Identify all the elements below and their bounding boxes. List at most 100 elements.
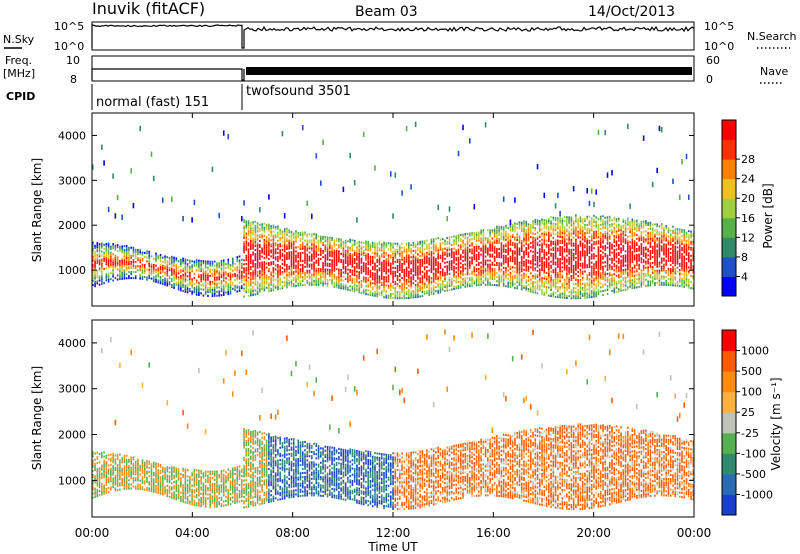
power-echo-cell	[166, 284, 169, 287]
power-echo-cell	[563, 278, 566, 281]
power-echo-cell	[365, 248, 367, 251]
power-echo-cell	[545, 263, 548, 266]
power-echo-cell	[428, 269, 430, 272]
power-echo-cell	[243, 279, 245, 282]
power-echo-cell	[554, 203, 557, 209]
power-echo-cell	[563, 284, 566, 287]
power-echo-cell	[229, 284, 232, 287]
power-echo-cell	[279, 251, 281, 254]
power-echo-cell	[622, 230, 625, 233]
power-echo-cell	[299, 280, 302, 283]
power-echo-cell	[577, 285, 579, 288]
power-echo-cell	[202, 260, 205, 263]
power-echo-cell	[340, 277, 342, 280]
power-echo-cell	[399, 258, 401, 261]
power-echo-cell	[304, 271, 306, 274]
power-echo-cell	[202, 262, 205, 265]
power-echo-cell	[408, 260, 410, 263]
power-echo-cell	[620, 271, 622, 274]
power-echo-cell	[595, 277, 598, 280]
power-echo-cell	[446, 273, 449, 276]
power-echo-cell	[599, 217, 602, 220]
power-echo-cell	[557, 241, 559, 244]
power-echo-cell	[588, 227, 591, 230]
power-echo-cell	[597, 232, 600, 235]
power-echo-cell	[189, 283, 191, 286]
power-echo-cell	[405, 258, 408, 261]
power-echo-cell	[308, 259, 311, 262]
power-echo-cell	[292, 248, 295, 251]
power-echo-cell	[105, 275, 108, 278]
power-echo-cell	[489, 243, 491, 246]
power-echo-cell	[342, 271, 345, 274]
power-echo-cell	[579, 280, 582, 283]
power-echo-cell	[507, 283, 509, 286]
power-echo-cell	[545, 286, 548, 289]
power-echo-cell	[360, 279, 363, 282]
power-echo-cell	[281, 285, 284, 288]
power-echo-cell	[566, 260, 568, 263]
power-echo-cell	[627, 288, 629, 291]
power-echo-cell	[222, 263, 225, 266]
power-echo-cell	[595, 275, 598, 278]
power-echo-cell	[365, 288, 367, 291]
power-echo-cell	[358, 271, 360, 274]
power-echo-cell	[622, 254, 625, 257]
power-echo-cell	[335, 256, 338, 259]
power-echo-cell	[516, 263, 519, 266]
power-echo-cell	[387, 242, 390, 245]
power-echo-cell	[105, 267, 108, 270]
power-echo-cell	[128, 254, 130, 257]
power-echo-cell	[627, 280, 629, 283]
power-echo-cell	[566, 218, 568, 221]
power-echo-cell	[437, 253, 439, 256]
power-echo-cell	[437, 257, 439, 260]
power-echo-cell	[439, 276, 442, 280]
power-echo-cell	[575, 297, 577, 300]
power-echo-cell	[593, 279, 595, 282]
power-echo-cell	[523, 252, 525, 255]
power-echo-cell	[263, 261, 266, 264]
power-echo-cell	[617, 233, 620, 236]
power-echo-cell	[584, 250, 586, 253]
power-echo-cell	[412, 260, 415, 263]
power-echo-cell	[200, 274, 202, 277]
power-echo-cell	[159, 257, 162, 260]
power-echo-cell	[119, 278, 121, 281]
power-echo-cell	[274, 236, 277, 239]
power-echo-cell	[401, 289, 403, 292]
power-echo-cell	[453, 259, 455, 262]
power-echo-cell	[505, 230, 507, 233]
power-echo-cell	[597, 256, 600, 259]
power-echo-cell	[238, 285, 241, 288]
power-echo-cell	[270, 245, 272, 248]
power-echo-cell	[240, 270, 243, 273]
power-echo-cell	[310, 245, 313, 248]
power-echo-cell	[243, 226, 245, 229]
power-echo-cell	[186, 271, 189, 274]
power-echo-cell	[263, 257, 266, 260]
power-echo-cell	[536, 257, 539, 260]
power-echo-cell	[315, 275, 318, 278]
power-echo-cell	[376, 244, 379, 247]
power-echo-cell	[220, 267, 223, 270]
power-echo-cell	[602, 255, 604, 258]
power-echo-cell	[245, 268, 248, 271]
power-echo-cell	[365, 272, 367, 275]
power-echo-cell	[446, 261, 449, 264]
power-echo-cell	[444, 247, 446, 250]
power-echo-cell	[525, 287, 528, 290]
power-echo-cell	[457, 284, 460, 287]
power-echo-cell	[469, 278, 471, 281]
power-echo-cell	[518, 237, 521, 240]
power-echo-cell	[624, 230, 627, 233]
power-echo-cell	[159, 253, 162, 256]
power-echo-cell	[107, 242, 110, 245]
power-echo-cell	[611, 170, 613, 176]
power-echo-cell	[543, 255, 546, 258]
power-echo-cell	[590, 221, 593, 224]
power-echo-cell	[579, 264, 582, 267]
power-echo-cell	[561, 284, 564, 287]
power-echo-cell	[254, 257, 257, 260]
power-echo-cell	[403, 250, 406, 253]
